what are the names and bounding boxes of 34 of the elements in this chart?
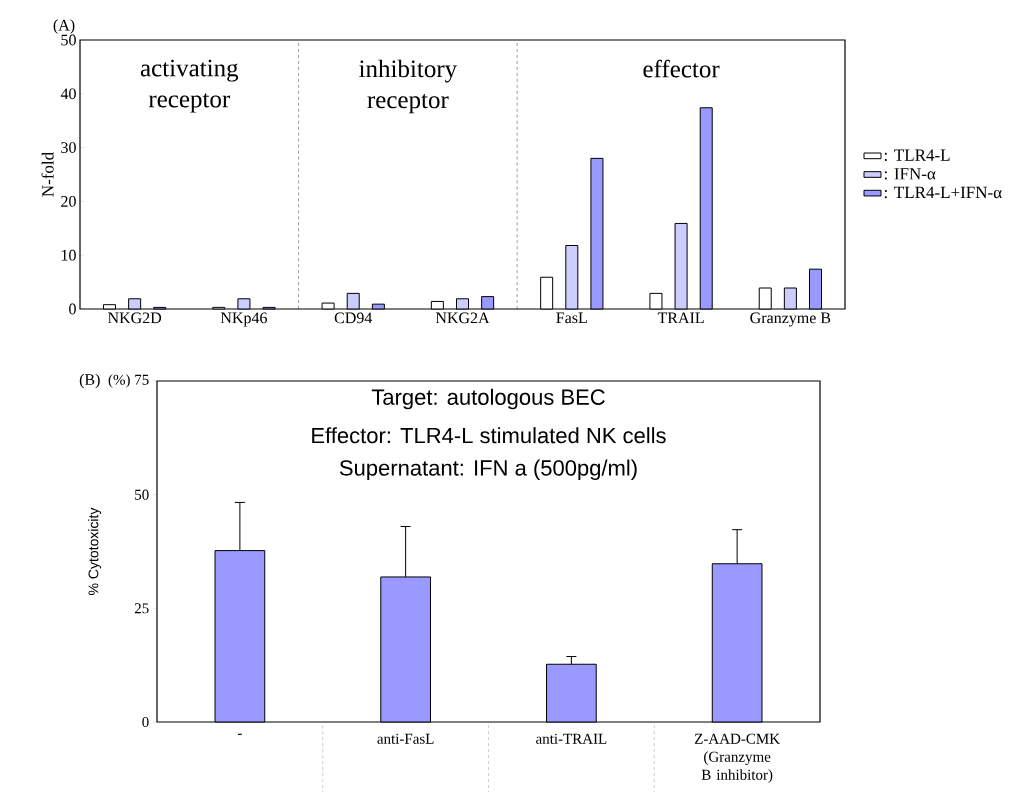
legend-label: : TLR4-L [884, 149, 950, 161]
x-tick-label: NKG2D [108, 312, 162, 324]
y-tick-label: 50 [135, 489, 149, 500]
x-tick-label: NKp46 [220, 312, 268, 327]
x-tick-label: - [237, 733, 242, 735]
x-tick-label: NKG2A [435, 312, 490, 324]
x-tick-label: FasL [556, 312, 587, 324]
legend-label: : IFN-α [884, 168, 936, 180]
y-tick-label: 0 [69, 303, 76, 315]
y-tick-label: (%) 75 [108, 374, 149, 388]
y-tick-label: 30 [61, 142, 76, 153]
text: (A) [53, 19, 75, 34]
annotation: Effector: TLR4-L stimulated NK cells [312, 427, 666, 444]
x-tick-label: CD94 [334, 312, 373, 324]
y-axis-title: N-fold [41, 152, 54, 197]
annotation: effector [643, 59, 720, 78]
annotation: Supernatant: IFN a (500pg/ml) [339, 459, 637, 481]
y-tick-label: 40 [60, 88, 76, 100]
y-tick-label: 10 [61, 249, 76, 261]
annotation: activating receptor [140, 59, 239, 113]
y-tick-label: 0 [142, 716, 149, 728]
annotation: inhibitory receptor [359, 59, 458, 114]
chart-title: Target: autologous BEC [371, 388, 605, 410]
text: (B) [79, 373, 100, 389]
y-axis-title: % Cytotoxicity [88, 507, 102, 595]
x-tick-label: Granzyme B [750, 312, 831, 327]
y-tick-label: 20 [61, 196, 76, 207]
x-tick-label: TRAIL [657, 312, 704, 324]
x-tick-label: Z-AAD-CMK (Granzyme B inhibitor) [694, 733, 780, 783]
x-tick-label: anti-TRAIL [536, 733, 607, 744]
y-tick-label: 25 [134, 603, 149, 614]
y-tick-label: 50 [61, 34, 76, 46]
legend-label: : TLR4-L+IFN-α [884, 186, 1002, 199]
x-tick-label: anti-FasL [377, 733, 434, 744]
